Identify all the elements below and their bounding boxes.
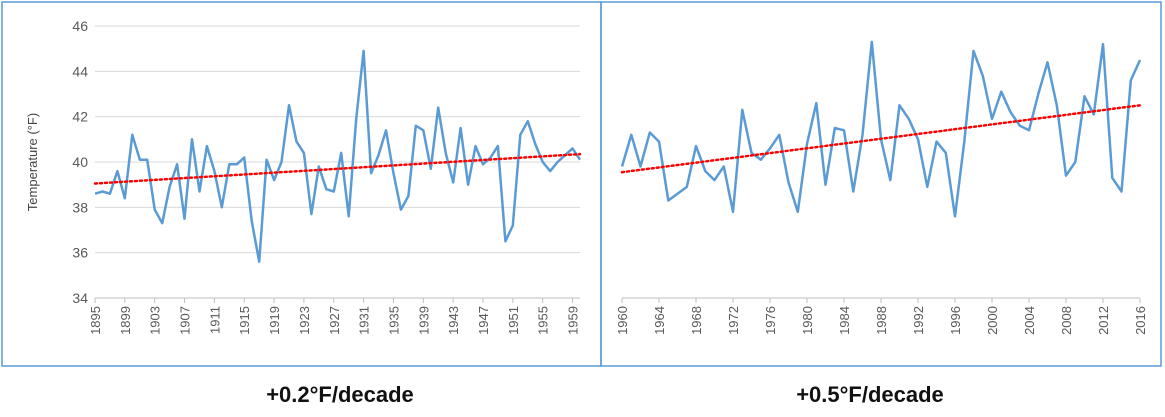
right-x-tick-label: 2008 (1059, 306, 1074, 335)
left-y-tick-label: 36 (72, 245, 88, 261)
left-plot-area: 34 36 38 40 42 44 46 1895 1899 1903 1907 1911 1915 19… (72, 18, 582, 335)
right-temperature-line (620, 40, 1142, 218)
left-x-tick-label: 1959 (566, 306, 581, 335)
left-temperature-line (94, 49, 582, 263)
left-x-tick-label: 1911 (207, 306, 222, 334)
left-x-tick-label: 1915 (237, 306, 252, 335)
left-x-tick-label: 1907 (178, 306, 193, 335)
left-x-tick-label: 1899 (118, 306, 133, 335)
left-x-tick-label: 1951 (506, 306, 521, 335)
right-trend-line (620, 104, 1142, 174)
left-y-tick-label: 46 (72, 18, 88, 34)
left-y-tick-label: 40 (72, 154, 88, 170)
left-x-tick-label: 1927 (327, 306, 342, 335)
right-panel-frame (600, 1, 1162, 367)
right-x-tick-label: 1980 (800, 306, 815, 335)
left-y-tick-label: 42 (72, 109, 88, 125)
left-x-tick-label: 1939 (416, 306, 431, 335)
left-trend-line (93, 152, 582, 185)
right-x-tick-label: 1984 (837, 306, 852, 335)
left-trend-caption: +0.2°F/decade (266, 382, 414, 407)
right-x-tick-label: 2012 (1096, 306, 1111, 335)
right-x-tick-label: 1968 (689, 306, 704, 335)
right-x-tick-label: 1976 (763, 306, 778, 335)
left-x-tick-label: 1955 (536, 306, 551, 335)
left-x-tick-label: 1931 (357, 306, 372, 335)
left-x-tick-label: 1903 (148, 306, 163, 335)
left-y-tick-label: 44 (72, 63, 88, 79)
right-x-tick-label: 2000 (985, 306, 1000, 335)
left-x-tick-label: 1895 (88, 306, 103, 335)
left-x-tick-label: 1947 (476, 306, 491, 335)
left-x-tick-label: 1935 (386, 306, 401, 335)
right-x-tick-label: 2016 (1133, 306, 1148, 335)
left-y-tick-label: 38 (72, 199, 88, 215)
y-axis-label: Temperature (°F) (25, 113, 40, 211)
right-x-tick-label: 1964 (652, 306, 667, 335)
right-x-tick-label: 1960 (615, 306, 630, 335)
right-x-tick-label: 1992 (911, 306, 926, 335)
left-x-tick-label: 1923 (297, 306, 312, 335)
right-x-tick-label: 2004 (1022, 306, 1037, 335)
right-trend-caption: +0.5°F/decade (796, 382, 944, 407)
left-x-tick-label: 1943 (446, 306, 461, 335)
right-x-tick-label: 1996 (948, 306, 963, 335)
left-x-tick-label: 1919 (267, 306, 282, 335)
right-x-tick-label: 1988 (874, 306, 889, 335)
left-y-tick-label: 34 (72, 290, 88, 306)
right-x-tick-label: 1972 (726, 306, 741, 335)
right-plot-area: 1960 1964 1968 1972 1976 1980 1984 1988 1992 1996… (615, 40, 1148, 335)
